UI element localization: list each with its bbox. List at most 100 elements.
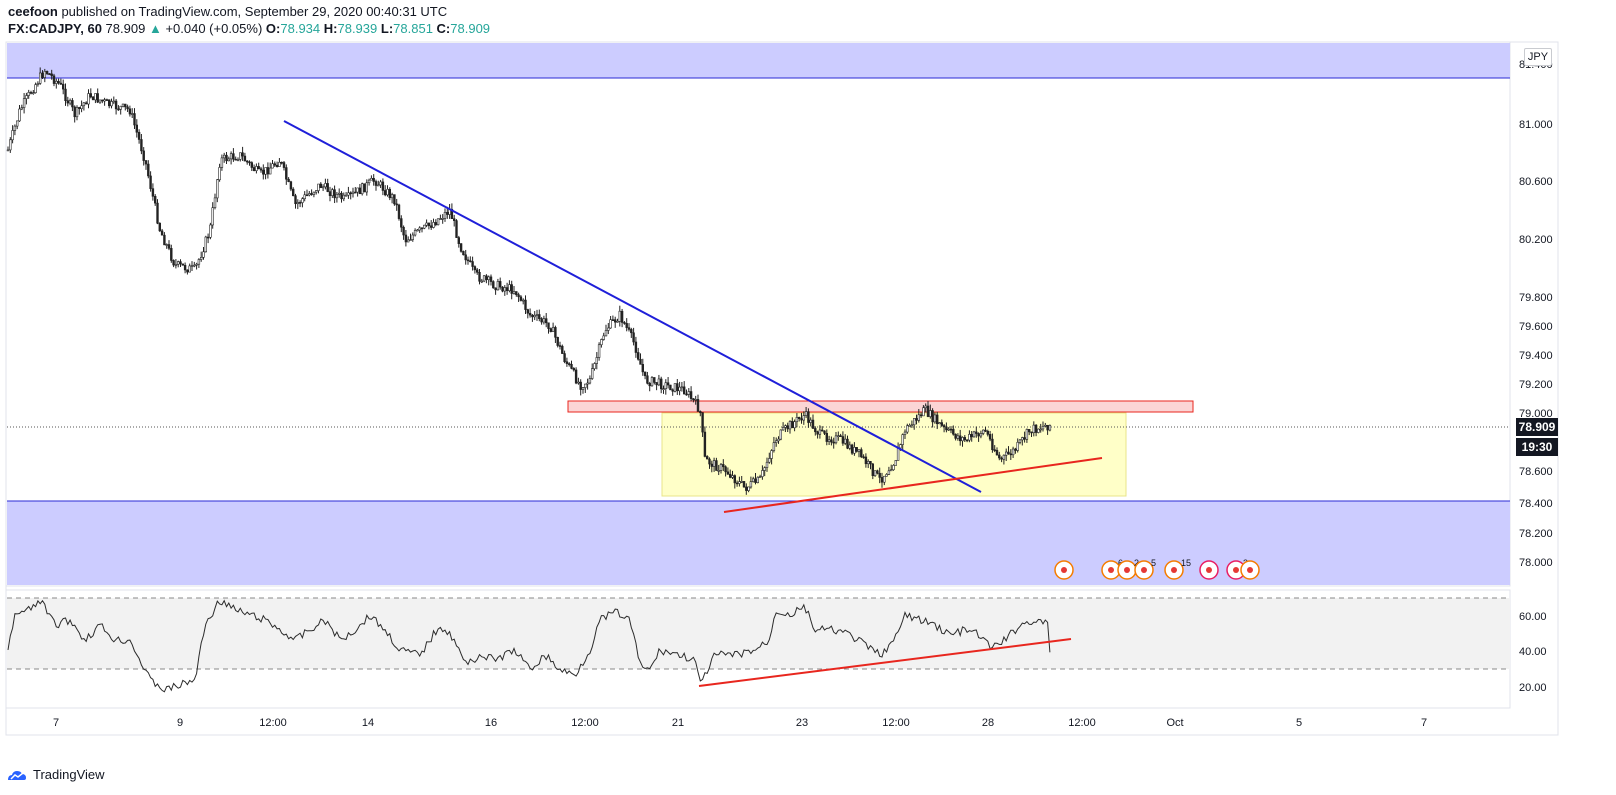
price-axis-label: 79.600 [1519,321,1553,333]
candle-body [420,227,424,230]
author-name[interactable]: ceefoon [8,4,58,19]
candle-body [554,327,557,338]
candle-body [883,475,886,483]
candle-body [128,108,132,115]
candle-body [473,266,477,271]
economic-event-marker[interactable] [1054,560,1074,580]
candle-body [246,160,249,163]
candle-body [459,243,463,252]
candle-body [846,438,849,449]
candle-body [699,411,702,413]
candle-body [549,328,553,332]
candle-body [140,139,143,152]
candle-body [147,163,150,177]
candle-body [266,167,270,175]
candle-body [655,382,658,386]
candle-body [268,167,272,175]
resistance-box[interactable] [567,400,1194,413]
rsi-trendline[interactable] [698,638,1072,687]
time-axis-label: 23 [796,717,808,729]
candle-body [485,275,488,280]
event-markers[interactable]: 625153 [1054,558,1260,580]
candle-body [1030,431,1033,434]
candle-body [36,83,40,85]
candle-body [855,447,858,452]
candle-body [919,414,923,417]
candle-body [986,430,990,435]
up-arrow-icon: ▲ [148,21,162,36]
candle-body [873,470,877,476]
consolidation-box[interactable] [661,412,1127,497]
candle-body [342,194,345,200]
candle-body [55,80,58,84]
descending-trendline[interactable] [283,120,982,493]
candle-body [170,248,173,261]
candle-body [515,291,518,296]
candle-body [370,178,373,181]
candle-body [137,131,141,140]
candle-body [452,218,456,221]
time-axis[interactable]: 7 9 12:00 14 16 12:00 21 23 12:00 28 12:00 Oct 5 7 [53,717,1427,729]
candle-body [938,422,941,425]
candle-body [505,287,509,291]
candle-body [926,405,930,417]
candle-body [331,189,334,196]
time-axis-label: 28 [982,717,994,729]
candle-body [193,264,196,267]
candle-body [584,383,587,388]
candle-body [133,113,136,126]
candle-body [446,211,449,215]
candle-body [770,450,773,459]
candle-body [61,83,65,90]
candle-body [177,261,180,265]
candle-body [1041,425,1045,430]
candle-body [50,73,53,77]
candle-body [579,381,582,390]
tradingview-logo[interactable]: TradingView [6,767,105,782]
event-count: 5 [1151,558,1156,568]
candle-body [616,320,619,323]
candle-body [703,431,707,457]
candle-body [933,414,937,423]
rsi-axis-label: 40.00 [1519,646,1547,658]
upper-resistance-zone[interactable] [7,43,1510,78]
candle-body [832,441,835,444]
price-axis[interactable]: 81.000 80.600 80.200 79.800 79.600 79.400 79.2… [1519,59,1553,569]
candle-body [211,207,214,226]
candle-body [643,371,647,377]
candle-body [216,179,219,199]
time-axis-label: 21 [672,717,684,729]
candle-body [544,318,548,324]
candle-body [685,393,688,396]
candle-body [257,166,260,170]
candle-body [241,152,244,157]
candle-body [597,344,601,358]
ascending-trendline[interactable] [723,457,1103,513]
time-axis-label: 12:00 [882,717,910,729]
candle-body [285,167,288,180]
economic-event-marker[interactable] [1240,560,1260,580]
candle-body [301,198,304,203]
candle-body [1023,437,1026,440]
candle-body [942,425,946,428]
candle-body [689,391,693,399]
candle-body [167,244,171,249]
candle-body [758,476,762,478]
candle-body [620,310,624,323]
candle-body [531,314,534,318]
economic-event-marker[interactable]: 5 [1134,558,1156,580]
lower-support-zone[interactable] [7,501,1510,585]
symbol-name[interactable]: FX:CADJPY, 60 [8,21,102,36]
close-value: 78.909 [450,21,491,36]
candle-body [945,426,948,431]
currency-label[interactable]: JPY [1524,48,1552,66]
candle-body [650,377,654,387]
candle-body [218,167,221,181]
candle-body [204,236,207,253]
economic-event-marker[interactable]: 15 [1164,558,1191,580]
economic-event-marker[interactable] [1199,560,1219,580]
candle-body [395,203,398,206]
candle-body [344,194,348,197]
rsi-axis[interactable]: 60.00 40.00 20.00 [1519,611,1547,694]
